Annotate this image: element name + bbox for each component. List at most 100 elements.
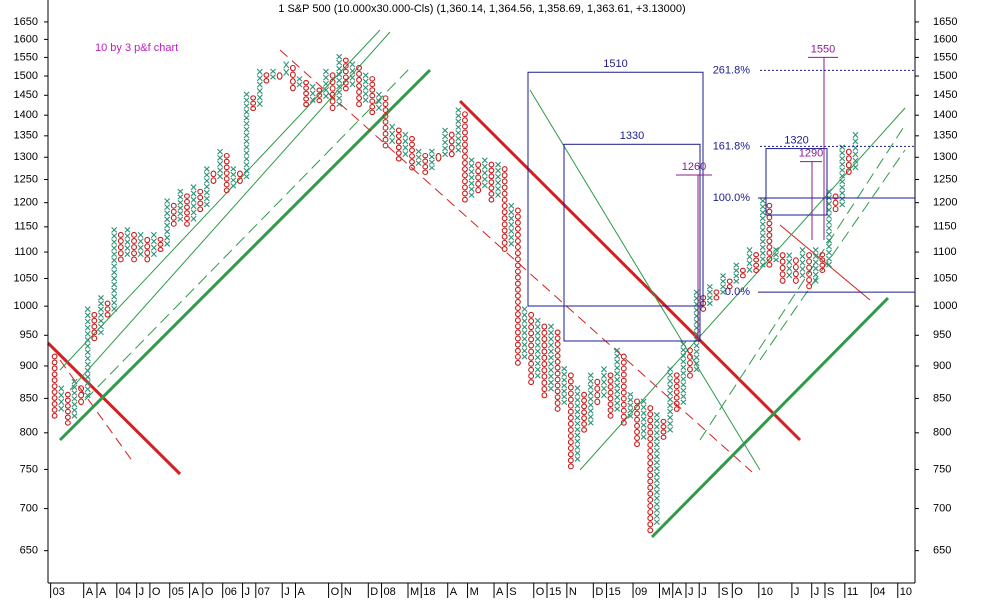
y-tick-label: 650 (20, 545, 38, 557)
x-tick-label: 09 (635, 586, 647, 598)
support-channel (84, 67, 411, 401)
x-column (389, 123, 396, 145)
x-column (706, 283, 713, 307)
x-column (296, 76, 303, 88)
o-column (687, 347, 693, 379)
o-column (303, 79, 310, 108)
o-column (51, 353, 58, 419)
o-column (528, 311, 535, 386)
x-tick-label: A (99, 586, 107, 598)
x-tick-label: N (569, 586, 577, 598)
x-column (58, 385, 65, 412)
y-tick-label: 900 (933, 360, 951, 372)
x-column (203, 166, 210, 208)
y-tick-label: 1200 (14, 197, 38, 209)
x-column (164, 198, 171, 247)
x-column (309, 83, 316, 104)
resistance-line (458, 99, 802, 442)
x-column (230, 166, 237, 189)
x-column (561, 366, 568, 406)
o-column (236, 170, 243, 184)
x-column (534, 317, 541, 379)
y-tick-label: 700 (933, 503, 951, 515)
o-column (197, 188, 204, 213)
x-column (640, 398, 647, 440)
support-line (650, 296, 890, 539)
x-tick-label: D (595, 586, 603, 598)
o-column (184, 193, 190, 227)
target-box (527, 71, 704, 307)
x-tick-label: S (827, 586, 834, 598)
o-column (660, 418, 667, 440)
x-tick-label: O (205, 586, 214, 598)
o-column (131, 231, 137, 263)
x-tick-label: 05 (172, 586, 184, 598)
o-column (395, 127, 402, 162)
o-column (144, 236, 151, 263)
x-tick-label: J (688, 586, 694, 598)
y-tick-label: 800 (20, 427, 38, 439)
x-tick-label: 06 (225, 586, 237, 598)
y-tick-label: 1600 (933, 33, 957, 45)
y-tick-label: 900 (20, 360, 38, 372)
x-tick-label: M (662, 586, 671, 598)
y-tick-label: 1400 (14, 109, 38, 121)
o-column (223, 152, 230, 194)
x-tick-label: M (410, 586, 419, 598)
o-column (634, 398, 640, 448)
x-column (375, 91, 382, 112)
chart-subtitle: 10 by 3 p&f chart (95, 42, 178, 54)
x-column (495, 161, 502, 198)
x-tick-label: S (721, 586, 728, 598)
x-tick-label: 15 (549, 586, 561, 598)
x-tick-label: O (331, 586, 340, 598)
o-column (594, 378, 601, 405)
x-tick-label: 07 (258, 586, 270, 598)
x-column (653, 412, 660, 525)
x-column (667, 366, 674, 433)
x-column (468, 157, 475, 198)
target-label: 1320 (784, 134, 808, 146)
y-tick-label: 950 (20, 329, 38, 341)
o-column (382, 95, 389, 149)
target-label: 1330 (620, 130, 644, 142)
fib-label: 161.8% (713, 140, 751, 152)
y-tick-label: 1250 (14, 173, 38, 185)
target-label: 1550 (811, 43, 835, 55)
y-tick-label: 1050 (14, 272, 38, 284)
x-column (270, 68, 276, 80)
x-column (322, 68, 329, 100)
support-line (58, 68, 432, 442)
x-column (746, 247, 753, 273)
y-tick-label: 750 (20, 463, 38, 475)
x-column (733, 262, 740, 284)
y-tick-label: 1450 (933, 89, 957, 101)
x-column (442, 127, 449, 158)
x-tick-label: A (675, 586, 683, 598)
o-column (554, 329, 561, 412)
y-tick-label: 1100 (14, 246, 38, 258)
o-column (422, 152, 429, 175)
x-tick-label: 18 (423, 586, 435, 598)
x-column (97, 295, 104, 336)
support-channel (59, 29, 381, 371)
x-tick-label: O (536, 586, 545, 598)
y-tick-label: 1350 (14, 130, 38, 142)
x-tick-label: J (814, 586, 820, 598)
x-column (548, 323, 554, 392)
x-tick-label: 15 (609, 586, 621, 598)
x-tick-label: J (701, 586, 707, 598)
o-column (210, 170, 217, 184)
o-column (369, 76, 376, 116)
o-column (435, 152, 442, 162)
y-tick-label: 1550 (933, 51, 957, 63)
o-column (329, 72, 336, 112)
x-column (217, 148, 224, 180)
x-tick-label: 10 (761, 586, 773, 598)
x-tick-label: J (245, 586, 251, 598)
x-tick-label: N (344, 586, 352, 598)
o-column (581, 391, 588, 433)
x-tick-label: A (192, 586, 200, 598)
x-column (336, 53, 343, 108)
